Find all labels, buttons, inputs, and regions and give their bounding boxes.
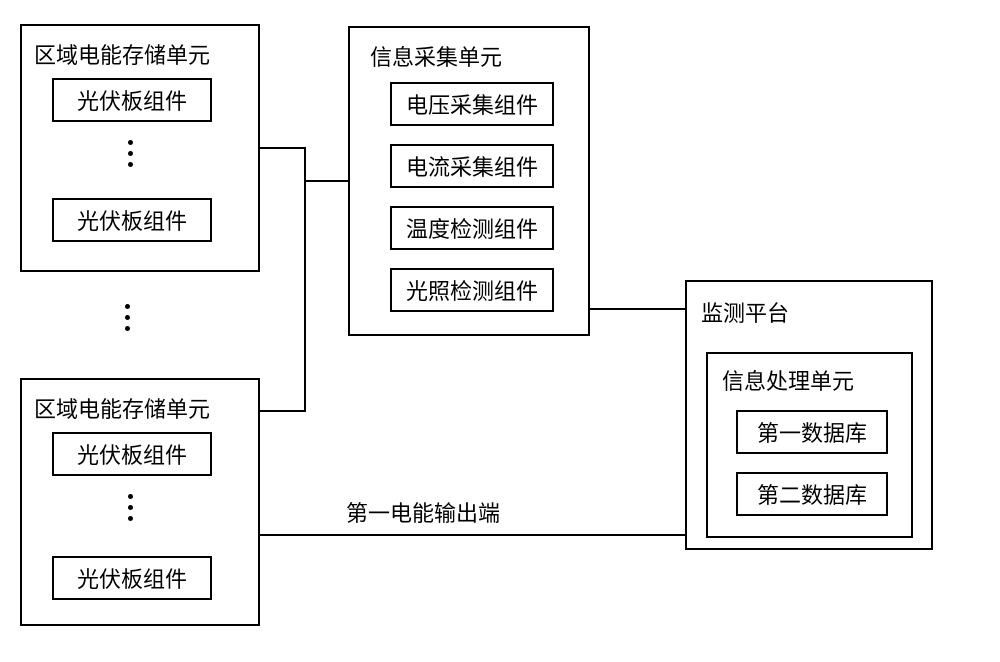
voltage-module-label: 电压采集组件	[406, 88, 538, 120]
storage-unit-2: 区域电能存储单元 光伏板组件 光伏板组件	[20, 378, 260, 626]
database-1-box: 第一数据库	[736, 410, 888, 454]
info-processing-unit: 信息处理单元 第一数据库 第二数据库	[706, 352, 913, 538]
monitor-platform-title: 监测平台	[701, 296, 789, 328]
info-processing-title: 信息处理单元	[722, 364, 854, 396]
pv-module-label: 光伏板组件	[77, 438, 187, 470]
pv-module-label: 光伏板组件	[77, 204, 187, 236]
voltage-module-box: 电压采集组件	[390, 82, 554, 126]
vertical-dots-icon	[128, 140, 133, 167]
connector-line	[590, 308, 685, 310]
connector-label: 第一电能输出端	[346, 496, 500, 528]
connector-line	[260, 534, 685, 536]
pv-module-label: 光伏板组件	[77, 84, 187, 116]
vertical-dots-icon	[128, 494, 133, 521]
connector-line	[260, 147, 306, 149]
pv-module-box: 光伏板组件	[52, 198, 212, 242]
storage-unit-1: 区域电能存储单元 光伏板组件 光伏板组件	[20, 24, 260, 272]
connector-line	[260, 410, 306, 412]
light-module-box: 光照检测组件	[390, 268, 554, 312]
current-module-label: 电流采集组件	[406, 150, 538, 182]
storage-unit-1-title: 区域电能存储单元	[34, 38, 210, 70]
pv-module-label: 光伏板组件	[77, 562, 187, 594]
temperature-module-box: 温度检测组件	[390, 206, 554, 250]
connector-line	[304, 180, 348, 182]
info-collection-unit: 信息采集单元 电压采集组件 电流采集组件 温度检测组件 光照检测组件	[348, 26, 590, 336]
database-1-label: 第一数据库	[757, 416, 867, 448]
database-2-label: 第二数据库	[757, 478, 867, 510]
light-module-label: 光照检测组件	[406, 274, 538, 306]
storage-unit-2-title: 区域电能存储单元	[34, 392, 210, 424]
connector-line	[304, 147, 306, 412]
pv-module-box: 光伏板组件	[52, 556, 212, 600]
vertical-dots-icon	[125, 304, 130, 331]
temperature-module-label: 温度检测组件	[406, 212, 538, 244]
info-collection-title: 信息采集单元	[370, 40, 502, 72]
database-2-box: 第二数据库	[736, 472, 888, 516]
pv-module-box: 光伏板组件	[52, 432, 212, 476]
pv-module-box: 光伏板组件	[52, 78, 212, 122]
current-module-box: 电流采集组件	[390, 144, 554, 188]
